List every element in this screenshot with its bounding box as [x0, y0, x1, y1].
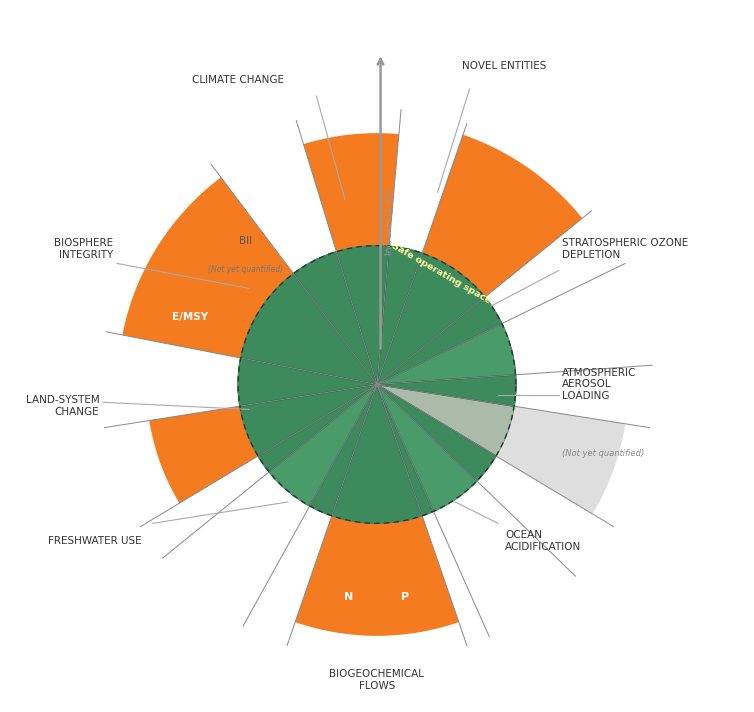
- Text: STRATOSPHERIC OZONE
DEPLETION: STRATOSPHERIC OZONE DEPLETION: [562, 239, 688, 260]
- Circle shape: [238, 246, 516, 523]
- Text: (Not yet quantified): (Not yet quantified): [562, 449, 645, 458]
- Polygon shape: [122, 177, 311, 363]
- Circle shape: [238, 246, 516, 523]
- Polygon shape: [471, 402, 625, 514]
- Polygon shape: [377, 384, 514, 456]
- Text: NOVEL ENTITIES: NOVEL ENTITIES: [462, 61, 547, 71]
- Text: N: N: [344, 592, 354, 602]
- Text: FRESHWATER USE: FRESHWATER USE: [48, 536, 142, 546]
- Polygon shape: [413, 135, 582, 315]
- Polygon shape: [377, 253, 485, 384]
- Circle shape: [238, 246, 516, 523]
- Polygon shape: [304, 133, 399, 279]
- Text: Increasing risk: Increasing risk: [385, 189, 394, 255]
- Polygon shape: [422, 461, 472, 505]
- Polygon shape: [241, 273, 377, 384]
- Text: BII: BII: [240, 236, 253, 246]
- Text: ATMOSPHERIC
AEROSOL
LOADING: ATMOSPHERIC AEROSOL LOADING: [562, 368, 636, 401]
- Polygon shape: [269, 384, 377, 506]
- Polygon shape: [240, 384, 377, 456]
- Text: OCEAN
ACIDIFICATION: OCEAN ACIDIFICATION: [505, 530, 581, 552]
- Text: P: P: [401, 592, 409, 602]
- Polygon shape: [377, 384, 477, 511]
- Text: (Not yet quantified): (Not yet quantified): [208, 265, 284, 273]
- Text: CLIMATE CHANGE: CLIMATE CHANGE: [192, 75, 284, 85]
- Text: E/MSY: E/MSY: [173, 312, 209, 322]
- Polygon shape: [477, 329, 504, 377]
- Polygon shape: [377, 324, 516, 384]
- Text: BIOGEOCHEMICAL
FLOWS: BIOGEOCHEMICAL FLOWS: [329, 669, 425, 691]
- Polygon shape: [332, 384, 422, 523]
- Polygon shape: [149, 402, 283, 503]
- Text: Safe operating space: Safe operating space: [390, 241, 492, 305]
- Text: BIOSPHERE
INTEGRITY: BIOSPHERE INTEGRITY: [54, 239, 114, 260]
- Polygon shape: [277, 454, 323, 497]
- Polygon shape: [295, 489, 459, 636]
- Text: LAND-SYSTEM
CHANGE: LAND-SYSTEM CHANGE: [26, 395, 100, 417]
- Polygon shape: [336, 246, 389, 384]
